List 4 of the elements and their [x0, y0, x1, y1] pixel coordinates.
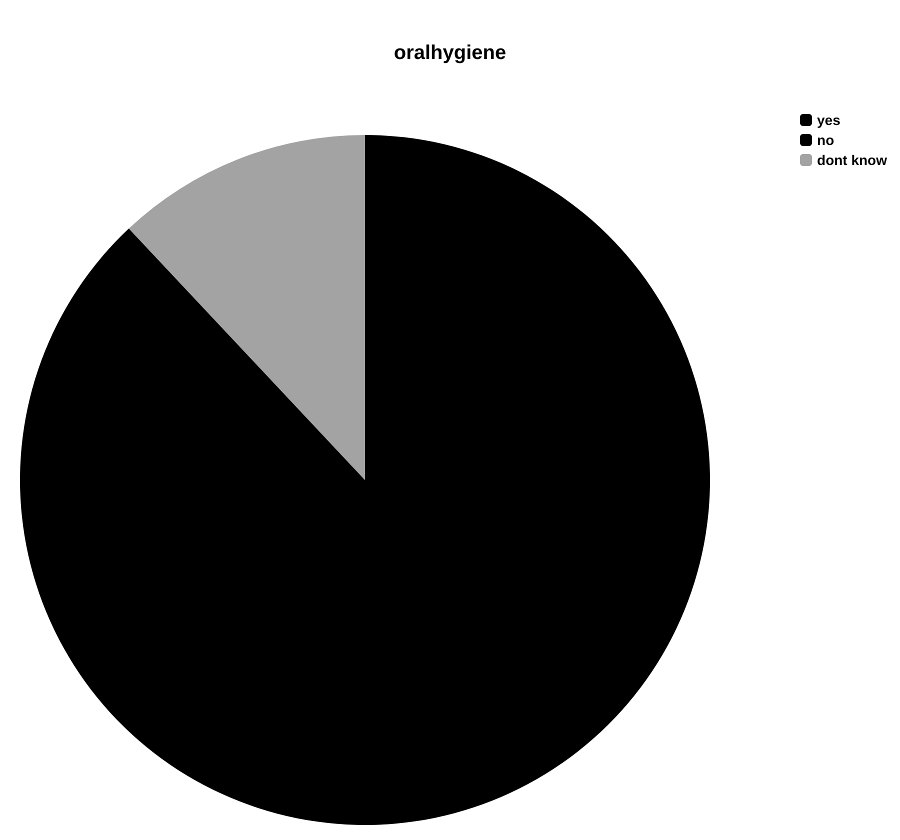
chart-title: oralhygiene: [394, 42, 506, 64]
legend-label: no: [817, 132, 834, 148]
legend-label: dont know: [817, 152, 888, 168]
legend-label: yes: [817, 112, 841, 128]
